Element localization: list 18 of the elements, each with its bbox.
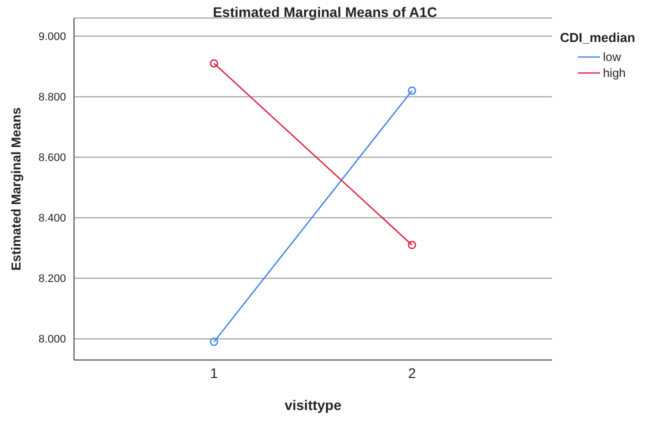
y-tick-label: 8.000 — [38, 334, 66, 346]
x-tick-label: 1 — [210, 364, 218, 381]
legend-label: high — [603, 66, 626, 80]
legend-label: low — [603, 50, 622, 64]
y-tick-label: 8.400 — [38, 212, 66, 225]
legend-title: CDI_median — [560, 30, 636, 45]
point — [210, 59, 218, 68]
x-axis-title: visittype — [284, 397, 342, 413]
point — [408, 240, 416, 250]
y-axis-title: Estimated Marginal Means — [8, 107, 24, 271]
y-tick-label: 8.600 — [38, 152, 66, 164]
x-tick-label: 2 — [408, 364, 416, 381]
point — [408, 86, 416, 95]
y-tick-label: 8.800 — [38, 92, 66, 104]
point — [210, 338, 218, 346]
y-tick-label: 8.200 — [38, 273, 66, 286]
y-tick-label: 9.000 — [38, 31, 66, 44]
chart-title: Estimated Marginal Means of A1C — [212, 4, 438, 20]
